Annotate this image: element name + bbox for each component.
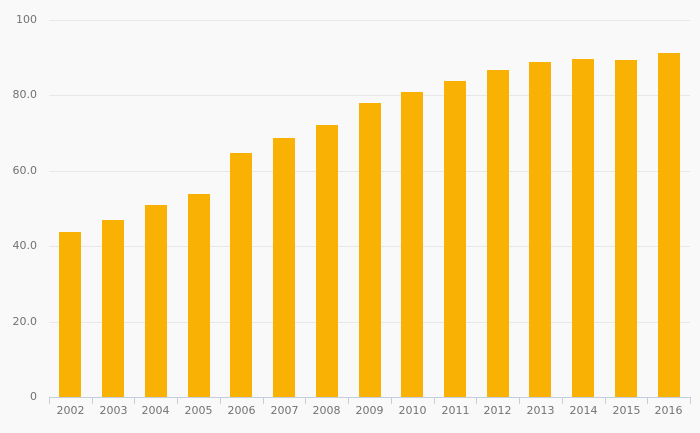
bar-2013[interactable] xyxy=(529,62,551,397)
bar-2011[interactable] xyxy=(444,81,466,397)
bar-2006[interactable] xyxy=(230,153,252,397)
x-axis-tick xyxy=(647,398,648,404)
y-axis-tick-label: 0 xyxy=(30,390,37,403)
x-axis-tick xyxy=(605,398,606,404)
y-axis-tick-label: 100 xyxy=(16,13,37,26)
x-axis-tick xyxy=(391,398,392,404)
bar-2007[interactable] xyxy=(273,138,295,397)
bar-2010[interactable] xyxy=(401,92,423,397)
y-axis-tick-label: 80.0 xyxy=(12,88,38,101)
bar-2015[interactable] xyxy=(615,60,637,397)
x-axis-label: 2003 xyxy=(99,404,128,417)
x-axis-label: 2008 xyxy=(312,404,341,417)
x-axis-label: 2002 xyxy=(56,404,85,417)
gridline xyxy=(49,95,690,96)
x-axis-tick xyxy=(305,398,306,404)
bar-2004[interactable] xyxy=(145,205,167,397)
x-axis-tick xyxy=(92,398,93,404)
x-axis-tick xyxy=(348,398,349,404)
bar-2014[interactable] xyxy=(572,59,594,397)
x-axis-tick xyxy=(220,398,221,404)
x-axis-label: 2016 xyxy=(654,404,683,417)
x-axis-line xyxy=(49,397,691,398)
x-axis-tick xyxy=(49,398,50,404)
x-axis-label: 2005 xyxy=(184,404,213,417)
x-axis-tick xyxy=(562,398,563,404)
x-axis-tick xyxy=(690,398,691,404)
x-axis-tick xyxy=(476,398,477,404)
bar-2003[interactable] xyxy=(102,220,124,397)
x-axis-label: 2006 xyxy=(227,404,256,417)
bar-2008[interactable] xyxy=(316,125,338,397)
y-axis-tick-label: 60.0 xyxy=(12,164,38,177)
x-axis-label: 2011 xyxy=(441,404,470,417)
x-axis-label: 2004 xyxy=(141,404,170,417)
y-axis-tick-label: 40.0 xyxy=(12,239,38,252)
x-axis-tick xyxy=(134,398,135,404)
x-axis-label: 2013 xyxy=(526,404,555,417)
x-axis-tick xyxy=(263,398,264,404)
y-axis-tick-label: 20.0 xyxy=(12,315,38,328)
x-axis-tick xyxy=(434,398,435,404)
x-axis-label: 2009 xyxy=(355,404,384,417)
bar-2009[interactable] xyxy=(359,103,381,397)
x-axis-label: 2012 xyxy=(483,404,512,417)
x-axis-label: 2014 xyxy=(569,404,598,417)
x-axis-label: 2007 xyxy=(270,404,299,417)
x-axis-tick xyxy=(177,398,178,404)
x-axis-label: 2015 xyxy=(612,404,641,417)
gridline xyxy=(49,20,690,21)
x-axis-label: 2010 xyxy=(398,404,427,417)
bar-2016[interactable] xyxy=(658,53,680,397)
bar-2005[interactable] xyxy=(188,194,210,397)
bar-2012[interactable] xyxy=(487,70,509,397)
x-axis-tick xyxy=(519,398,520,404)
bar-2002[interactable] xyxy=(59,232,81,397)
